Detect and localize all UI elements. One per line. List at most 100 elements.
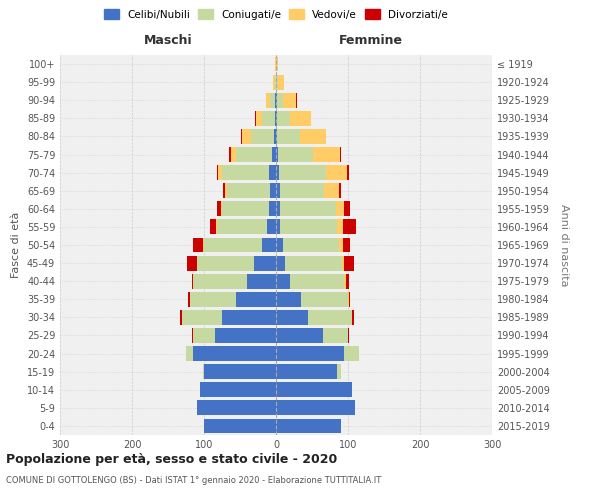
Bar xyxy=(343,238,350,252)
Bar xyxy=(344,202,350,216)
Bar xyxy=(279,165,326,180)
Bar xyxy=(276,56,277,72)
Bar xyxy=(276,220,280,234)
Text: Femmine: Femmine xyxy=(339,34,403,48)
Bar xyxy=(276,346,344,361)
Bar xyxy=(349,292,350,306)
Bar xyxy=(301,129,326,144)
Bar xyxy=(275,111,276,126)
Bar xyxy=(222,202,269,216)
Bar xyxy=(193,328,215,343)
Bar xyxy=(192,328,193,343)
Bar xyxy=(276,129,277,144)
Bar xyxy=(284,256,342,270)
Bar xyxy=(247,274,276,288)
Bar xyxy=(256,111,262,126)
Bar xyxy=(313,147,340,162)
Bar xyxy=(190,292,236,306)
Bar xyxy=(324,184,338,198)
Bar xyxy=(262,111,275,126)
Bar xyxy=(200,382,276,397)
Legend: Celibi/Nubili, Coniugati/e, Vedovi/e, Divorziati/e: Celibi/Nubili, Coniugati/e, Vedovi/e, Di… xyxy=(100,5,452,24)
Bar xyxy=(222,310,276,325)
Bar xyxy=(276,147,278,162)
Bar xyxy=(272,147,276,162)
Bar xyxy=(269,165,276,180)
Bar xyxy=(276,274,290,288)
Bar xyxy=(276,238,283,252)
Bar xyxy=(340,147,341,162)
Bar xyxy=(242,129,251,144)
Bar xyxy=(269,202,276,216)
Text: Maschi: Maschi xyxy=(143,34,193,48)
Bar xyxy=(192,274,193,288)
Bar xyxy=(268,220,276,234)
Bar xyxy=(217,202,221,216)
Bar xyxy=(280,220,337,234)
Bar xyxy=(342,256,344,270)
Bar xyxy=(277,129,301,144)
Bar xyxy=(222,165,269,180)
Bar xyxy=(348,292,349,306)
Bar xyxy=(348,328,349,343)
Bar xyxy=(337,220,343,234)
Bar xyxy=(273,74,275,90)
Bar xyxy=(276,111,277,126)
Y-axis label: Fasce di età: Fasce di età xyxy=(11,212,21,278)
Bar xyxy=(187,256,197,270)
Bar xyxy=(283,93,296,108)
Bar xyxy=(193,346,276,361)
Bar xyxy=(254,256,276,270)
Text: Popolazione per età, sesso e stato civile - 2020: Popolazione per età, sesso e stato civil… xyxy=(6,452,337,466)
Bar xyxy=(275,74,276,90)
Bar xyxy=(337,364,341,379)
Bar xyxy=(276,256,284,270)
Bar xyxy=(347,165,349,180)
Bar xyxy=(225,184,227,198)
Bar xyxy=(221,202,222,216)
Bar xyxy=(197,400,276,415)
Bar xyxy=(276,292,301,306)
Bar xyxy=(275,93,276,108)
Bar xyxy=(180,310,182,325)
Bar xyxy=(326,165,347,180)
Bar xyxy=(227,184,270,198)
Bar xyxy=(236,147,272,162)
Bar xyxy=(193,274,247,288)
Bar xyxy=(211,220,216,234)
Bar xyxy=(216,220,217,234)
Bar xyxy=(280,184,324,198)
Bar xyxy=(344,274,346,288)
Bar xyxy=(236,292,276,306)
Bar xyxy=(223,184,225,198)
Bar xyxy=(278,74,284,90)
Bar xyxy=(274,129,276,144)
Bar xyxy=(215,328,276,343)
Bar xyxy=(197,256,254,270)
Bar xyxy=(352,310,354,325)
Bar xyxy=(230,147,236,162)
Bar xyxy=(343,220,356,234)
Bar xyxy=(266,93,269,108)
Bar xyxy=(346,274,349,288)
Bar xyxy=(218,165,222,180)
Bar xyxy=(280,202,336,216)
Bar xyxy=(338,184,341,198)
Bar xyxy=(276,202,280,216)
Bar xyxy=(269,93,275,108)
Bar xyxy=(255,111,256,126)
Bar xyxy=(336,202,344,216)
Bar xyxy=(241,129,242,144)
Bar xyxy=(204,364,276,379)
Bar xyxy=(276,165,279,180)
Bar xyxy=(229,147,230,162)
Bar xyxy=(277,93,283,108)
Bar xyxy=(276,74,278,90)
Bar xyxy=(278,147,313,162)
Bar xyxy=(204,238,262,252)
Bar xyxy=(277,111,290,126)
Bar xyxy=(301,292,348,306)
Bar xyxy=(186,346,193,361)
Bar xyxy=(344,256,354,270)
Bar xyxy=(251,129,274,144)
